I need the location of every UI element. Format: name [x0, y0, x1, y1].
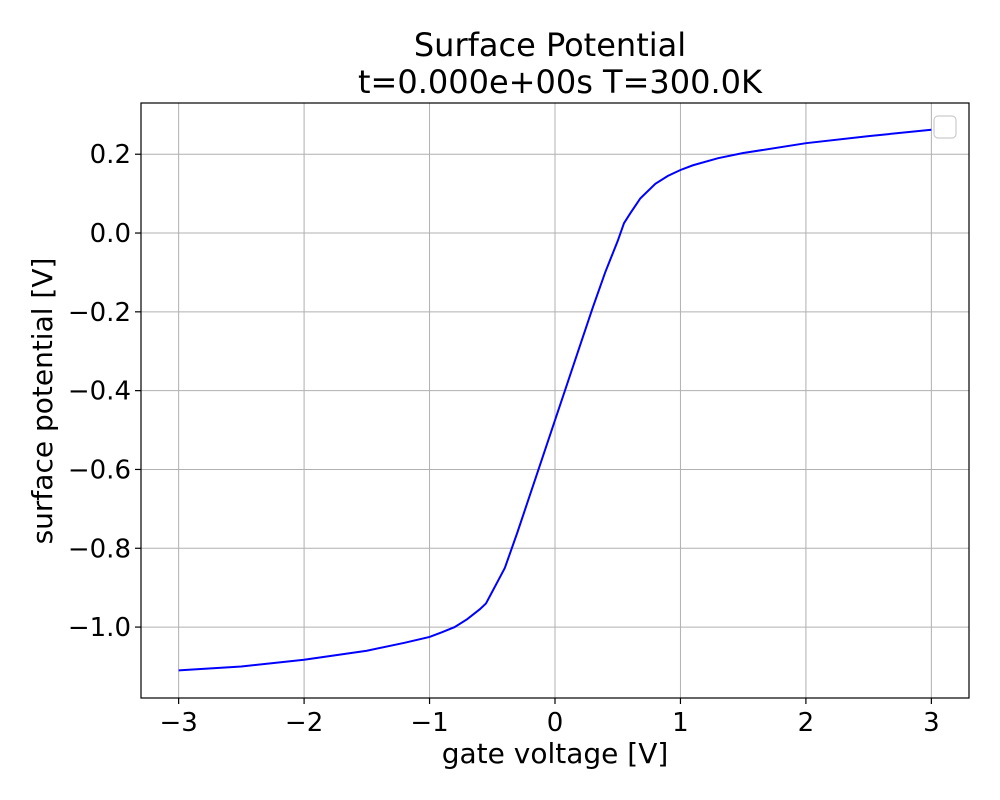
x-tick-label: 3	[923, 708, 940, 738]
y-tick-label: 0.2	[90, 140, 131, 170]
x-tick-label: −2	[285, 708, 323, 738]
y-tick-label: −0.2	[68, 298, 131, 328]
y-tick-label: −1.0	[68, 613, 131, 643]
x-tick-label: 1	[672, 708, 689, 738]
chart-subtitle: t=0.000e+00s T=300.0K	[358, 63, 763, 101]
y-tick-label: −0.8	[68, 534, 131, 564]
y-tick-label: −0.6	[68, 455, 131, 485]
x-axis-label: gate voltage [V]	[442, 737, 669, 770]
y-axis: 0.2 0.0 −0.2 −0.4 −0.6 −0.8 −1.0	[68, 140, 141, 643]
chart-title: Surface Potential	[414, 26, 686, 64]
grid-lines	[141, 103, 969, 698]
x-tick-label: −3	[159, 708, 197, 738]
y-tick-label: −0.4	[68, 377, 131, 407]
x-tick-label: 0	[547, 708, 564, 738]
y-tick-label: 0.0	[90, 219, 131, 249]
y-axis-label: surface potential [V]	[26, 258, 59, 545]
series-layer	[178, 128, 932, 672]
series-line	[178, 128, 932, 672]
x-tick-label: −1	[410, 708, 448, 738]
x-axis: −3 −2 −1 0 1 2 3	[159, 698, 940, 738]
x-tick-label: 2	[798, 708, 815, 738]
legend-box	[933, 115, 957, 139]
